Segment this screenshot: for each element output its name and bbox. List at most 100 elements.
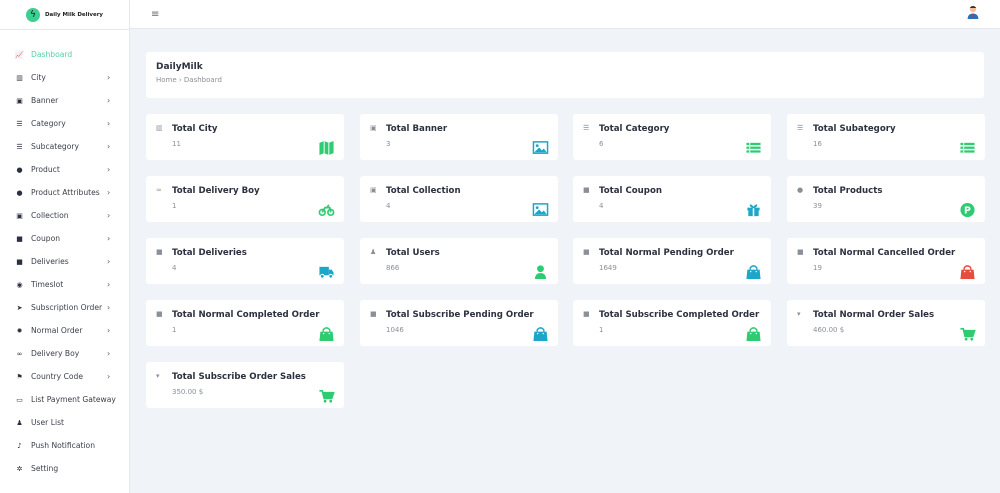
sidebar-item-delivery-boy[interactable]: ∞ Delivery Boy ›	[0, 342, 130, 365]
stat-card-title: Total Subscribe Pending Order	[386, 310, 534, 320]
sidebar-item-list-payment-gateway[interactable]: ▭ List Payment Gateway	[0, 388, 130, 411]
stat-card-title: Total Users	[386, 248, 440, 258]
stat-card-title: Total Deliveries	[172, 248, 247, 258]
stat-card-total-deliveries[interactable]: ■ Total Deliveries 4	[146, 238, 344, 284]
shopping-bag-icon	[960, 265, 975, 280]
brand-name: Daily Milk Delivery	[44, 11, 104, 18]
stat-card-total-subscribe-order-sales[interactable]: ▾ Total Subscribe Order Sales 350.00 $	[146, 362, 344, 408]
sidebar-item-label: Push Notification	[31, 441, 96, 450]
stat-card-value: 11	[172, 140, 181, 148]
stat-card-value: 1	[172, 326, 177, 334]
stat-card-total-subategory[interactable]: ☰ Total Subategory 16	[787, 114, 985, 160]
sidebar-item-label: Collection	[31, 211, 69, 220]
brand[interactable]: ϟ Daily Milk Delivery	[0, 0, 129, 30]
stat-card-total-users[interactable]: ♟ Total Users 866	[360, 238, 558, 284]
sidebar-item-product-attributes[interactable]: ● Product Attributes ›	[0, 181, 130, 204]
truck-icon	[319, 266, 334, 279]
chevron-right-icon: ›	[107, 280, 111, 289]
sidebar-item-label: City	[31, 73, 46, 82]
chevron-right-icon: ›	[107, 188, 111, 197]
shopping-bag-small-icon: ■	[797, 248, 804, 256]
cart-small-icon: ▾	[156, 372, 160, 380]
sidebar-item-banner[interactable]: ▣ Banner ›	[0, 89, 130, 112]
sidebar-item-label: Product Attributes	[31, 188, 100, 197]
stat-card-total-subscribe-completed-order[interactable]: ■ Total Subscribe Completed Order 1	[573, 300, 771, 346]
credit-card-icon: ▭	[16, 395, 23, 404]
list-icon: ☰	[16, 142, 23, 151]
sidebar-item-label: Delivery Boy	[31, 349, 80, 358]
shopping-bag-icon	[746, 265, 761, 280]
chevron-right-icon: ›	[107, 372, 111, 381]
stat-card-value: 1	[172, 202, 177, 210]
stat-card-total-normal-cancelled-order[interactable]: ■ Total Normal Cancelled Order 19	[787, 238, 985, 284]
sidebar-item-user-list[interactable]: ♟ User List	[0, 411, 130, 434]
page-header: DailyMilk Home › Dashboard	[146, 52, 984, 98]
rocket-icon: ➤	[16, 303, 23, 312]
stat-card-title: Total Normal Cancelled Order	[813, 248, 956, 258]
gift-small-icon: ■	[583, 186, 590, 194]
user-small-icon: ♟	[370, 248, 377, 256]
stat-card-total-subscribe-pending-order[interactable]: ■ Total Subscribe Pending Order 1046	[360, 300, 558, 346]
stat-card-title: Total Products	[813, 186, 883, 196]
sidebar-item-city[interactable]: ▥ City ›	[0, 66, 130, 89]
shopping-bag-small-icon: ■	[583, 248, 590, 256]
chevron-right-icon: ›	[107, 119, 111, 128]
stat-card-total-category[interactable]: ☰ Total Category 6	[573, 114, 771, 160]
sidebar-item-label: List Payment Gateway	[31, 395, 116, 404]
stat-card-total-normal-pending-order[interactable]: ■ Total Normal Pending Order 1649	[573, 238, 771, 284]
map-icon: ▥	[16, 73, 23, 82]
sidebar-item-push-notification[interactable]: ♪ Push Notification	[0, 434, 130, 457]
shopping-bag-icon	[319, 327, 334, 342]
image-icon	[532, 141, 549, 154]
sidebar-item-product[interactable]: ● Product ›	[0, 158, 130, 181]
stat-card-value: 866	[386, 264, 400, 272]
user-avatar-icon[interactable]	[967, 5, 979, 19]
product-circle-icon: ●	[16, 188, 23, 197]
sidebar-item-category[interactable]: ☰ Category ›	[0, 112, 130, 135]
menu-toggle-icon[interactable]: ≡	[151, 9, 160, 20]
sidebar-item-deliveries[interactable]: ■ Deliveries ›	[0, 250, 130, 273]
clock-icon: ◉	[16, 280, 23, 289]
shopping-bag-small-icon: ■	[583, 310, 590, 318]
sidebar-item-coupon[interactable]: ■ Coupon ›	[0, 227, 130, 250]
sidebar-item-collection[interactable]: ▣ Collection ›	[0, 204, 130, 227]
chevron-right-icon: ›	[107, 96, 111, 105]
stat-card-total-collection[interactable]: ▣ Total Collection 4	[360, 176, 558, 222]
motorcycle-icon: ∞	[16, 349, 23, 358]
stat-card-title: Total Subategory	[813, 124, 896, 134]
stat-card-total-banner[interactable]: ▣ Total Banner 3	[360, 114, 558, 160]
chevron-right-icon: ›	[107, 257, 111, 266]
stat-card-total-normal-order-sales[interactable]: ▾ Total Normal Order Sales 460.00 $	[787, 300, 985, 346]
product-p-small-icon: ●	[797, 186, 804, 194]
chart-line-icon: 📈	[15, 50, 24, 59]
sidebar-item-normal-order[interactable]: ✹ Normal Order ›	[0, 319, 130, 342]
stat-card-value: 4	[386, 202, 391, 210]
stat-card-title: Total Subscribe Completed Order	[599, 310, 760, 320]
stat-card-total-city[interactable]: ▥ Total City 11	[146, 114, 344, 160]
sidebar-item-subcategory[interactable]: ☰ Subcategory ›	[0, 135, 130, 158]
breadcrumb[interactable]: Home › Dashboard	[156, 76, 222, 84]
shopping-bag-small-icon: ■	[156, 310, 163, 318]
stat-card-title: Total City	[172, 124, 218, 134]
stat-card-value: 16	[813, 140, 822, 148]
sidebar-item-country-code[interactable]: ⚑ Country Code ›	[0, 365, 130, 388]
motorcycle-small-icon: ∞	[156, 186, 162, 194]
stat-card-title: Total Normal Completed Order	[172, 310, 320, 320]
sidebar-item-label: Product	[31, 165, 60, 174]
chevron-right-icon: ›	[107, 303, 111, 312]
chevron-right-icon: ›	[107, 349, 111, 358]
sidebar-item-timeslot[interactable]: ◉ Timeslot ›	[0, 273, 130, 296]
stat-card-value: 4	[172, 264, 177, 272]
stat-card-total-normal-completed-order[interactable]: ■ Total Normal Completed Order 1	[146, 300, 344, 346]
sidebar-item-dashboard[interactable]: 📈 Dashboard	[0, 43, 130, 66]
stat-card-total-products[interactable]: ● Total Products 39 P	[787, 176, 985, 222]
sidebar-item-label: User List	[31, 418, 64, 427]
stat-card-value: 19	[813, 264, 822, 272]
stat-card-title: Total Coupon	[599, 186, 662, 196]
sidebar-item-subscription-order[interactable]: ➤ Subscription Order ›	[0, 296, 130, 319]
sidebar-item-setting[interactable]: ✲ Setting	[0, 457, 130, 480]
bell-icon: ♪	[17, 441, 22, 450]
list-icon: ☰	[16, 119, 23, 128]
stat-card-total-coupon[interactable]: ■ Total Coupon 4	[573, 176, 771, 222]
stat-card-total-delivery-boy[interactable]: ∞ Total Delivery Boy 1	[146, 176, 344, 222]
